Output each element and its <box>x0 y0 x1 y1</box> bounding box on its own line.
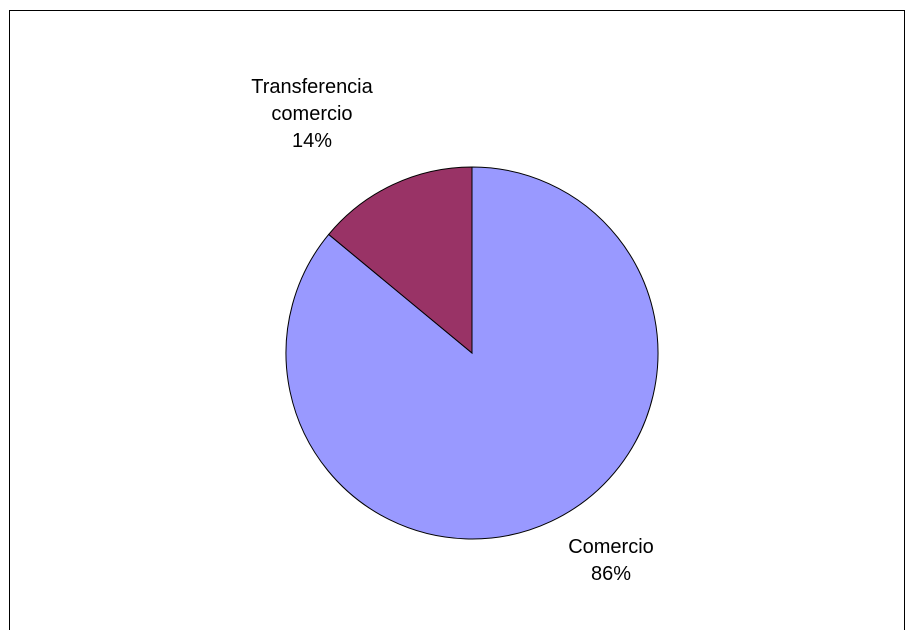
pie-label-percent: 14% <box>292 130 332 152</box>
pie-label-name: Comercio <box>568 536 654 558</box>
pie-label-name: comercio <box>271 103 352 125</box>
pie-slice-transferencia-comercio <box>327 166 473 355</box>
pie-label-transferencia-comercio: Transferencia comercio 14% <box>251 76 373 152</box>
pie-labels: Comercio 86% Transferencia comercio 14% <box>251 76 654 585</box>
pie-slices <box>285 166 659 540</box>
pie-label-comercio: Comercio 86% <box>568 536 654 585</box>
pie-label-name: Transferencia <box>251 76 373 98</box>
pie-label-percent: 86% <box>591 563 631 585</box>
